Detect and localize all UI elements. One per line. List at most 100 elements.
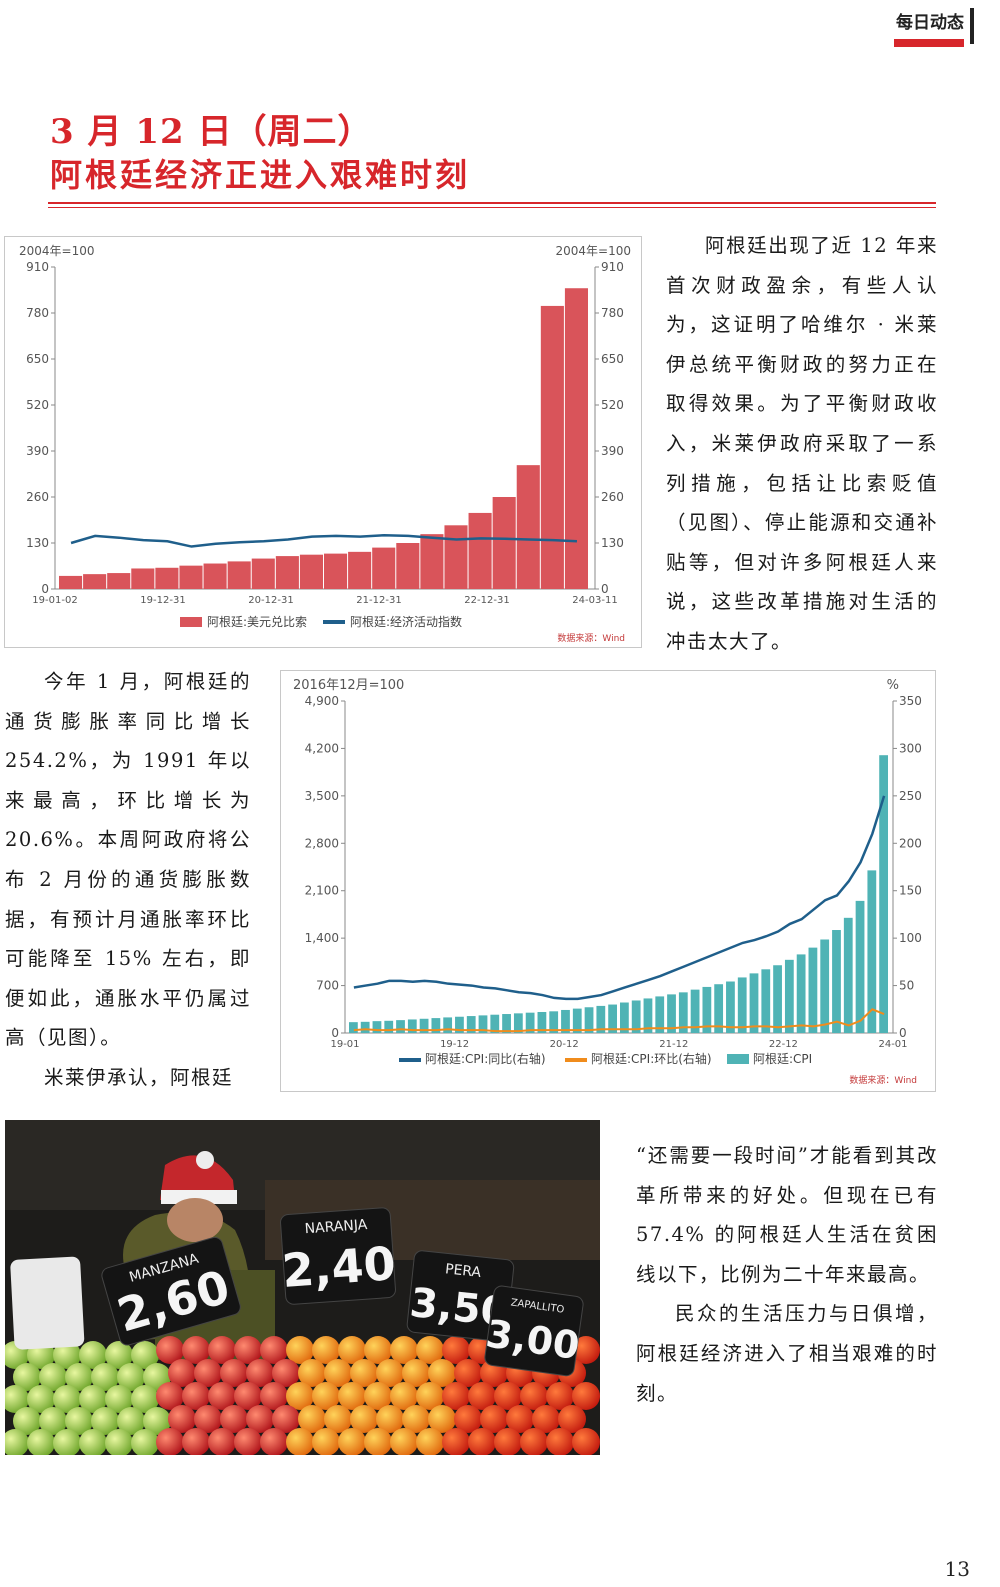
bar-cpi (879, 755, 888, 1033)
ytick-right-label: 780 (601, 306, 624, 320)
bar-cpi (572, 1008, 582, 1033)
ytick-right-label: 390 (601, 444, 624, 458)
bar-cpi (784, 959, 794, 1033)
bar-cpi (643, 998, 653, 1033)
line-cpi-yoy (353, 795, 886, 1001)
ytick-left-label: 260 (26, 490, 49, 504)
green-apple (27, 1429, 55, 1455)
axis-title-left: 2016年12月=100 (293, 678, 404, 693)
green-apple (79, 1429, 107, 1455)
bar-usd-ars (83, 574, 107, 589)
green-apple (39, 1363, 67, 1391)
bar-cpi (726, 981, 735, 1033)
fruit (234, 1382, 262, 1410)
section-tag: 每日动态 (894, 8, 974, 47)
green-apple (39, 1407, 67, 1435)
bar-cpi (773, 965, 782, 1033)
date-title: 3 月 12 日（周二） (50, 112, 373, 152)
svg-text:PERA: PERA (444, 1261, 482, 1281)
ytick-right-label: 350 (899, 694, 922, 708)
fruit (298, 1405, 326, 1433)
axis-title-left: 2004年=100 (19, 244, 95, 258)
green-apple (117, 1407, 145, 1435)
bar-usd-ars (420, 534, 444, 589)
bar-cpi (855, 900, 865, 1033)
xtick-label: 19-01-02 (32, 595, 77, 606)
paragraph-milei-admits: 米莱伊承认，阿根廷 (44, 1065, 234, 1089)
bar-usd-ars (203, 563, 227, 589)
green-apple (131, 1429, 159, 1455)
fruit (156, 1336, 184, 1364)
ytick-left-label: 3,500 (305, 789, 339, 803)
bar-cpi (761, 969, 771, 1033)
ytick-left-label: 780 (26, 306, 49, 320)
ytick-left-label: 700 (316, 979, 339, 993)
fruit (402, 1359, 430, 1387)
green-apple (13, 1407, 41, 1435)
green-apple (105, 1385, 133, 1413)
fruit (324, 1405, 352, 1433)
ytick-left-label: 4,200 (305, 741, 339, 755)
ytick-left-label: 2,100 (305, 884, 339, 898)
title-rule-thick (48, 202, 936, 204)
fruit (220, 1405, 248, 1433)
paragraph-left: 今年 1 月，阿根廷的通货膨胀率同比增长 254.2%，为 1991 年以来最高… (5, 662, 251, 1098)
xtick-label: 24-01 (878, 1039, 907, 1050)
fruit (468, 1382, 496, 1410)
fruit (572, 1382, 600, 1410)
bar-cpi (820, 939, 830, 1033)
xtick-label: 19-01 (330, 1039, 359, 1050)
ytick-right-label: 150 (899, 884, 922, 898)
green-apple (131, 1385, 159, 1413)
bar-usd-ars (348, 551, 372, 589)
legend-label-yoy: 阿根廷:CPI:同比(右轴) (425, 1051, 546, 1066)
chart-cpi-svg: 2016年12月=100 % 0 700 1,400 2,100 2,800 3,500 4,2… (293, 678, 922, 1086)
fruit (350, 1405, 378, 1433)
fruit (416, 1336, 444, 1364)
fruit (286, 1382, 314, 1410)
xtick-label: 19-12-31 (140, 595, 185, 606)
ytick-left-label: 390 (26, 444, 49, 458)
legend-label-usd-ars: 阿根廷:美元兑比索 (207, 615, 307, 629)
fruit (182, 1428, 210, 1455)
bar-cpi (407, 1019, 417, 1033)
paragraph-inflation: 今年 1 月，阿根廷的通货膨胀率同比增长 254.2%，为 1991 年以来最高… (5, 670, 251, 1050)
bar-cpi (443, 1017, 453, 1033)
headline: 阿根廷经济正进入艰难时刻 (50, 156, 471, 194)
bar-cpi (808, 947, 818, 1033)
ytick-right-label: 300 (899, 741, 922, 755)
bar-cpi (431, 1018, 441, 1033)
legend-swatch-activity (323, 620, 345, 624)
bar-usd-ars (107, 573, 131, 589)
legend-label-mom: 阿根廷:CPI:环比(右轴) (591, 1051, 712, 1066)
ytick-left-label: 1,400 (305, 931, 339, 945)
fruit (220, 1359, 248, 1387)
bar-cpi (796, 954, 806, 1033)
fruit (246, 1405, 274, 1433)
ytick-left-label: 0 (41, 582, 49, 596)
bar-cpi (584, 1007, 594, 1033)
bar-usd-ars (179, 565, 203, 589)
bar-cpi (690, 989, 700, 1033)
fruit (428, 1359, 456, 1387)
fruit (506, 1405, 534, 1433)
bar-usd-ars (275, 556, 299, 589)
bar-cpi (537, 1011, 547, 1033)
green-apple (5, 1385, 29, 1413)
fruit (572, 1336, 600, 1364)
ytick-left-label: 520 (26, 398, 49, 412)
paragraph-poverty: “还需要一段时间”才能看到其改革所带来的好处。但现在已有 57.4% 的阿根廷人… (636, 1144, 938, 1286)
green-apple (13, 1363, 41, 1391)
bar-cpi (455, 1016, 464, 1033)
fruit (234, 1336, 262, 1364)
fruit (494, 1428, 522, 1455)
legend-swatch-cpi (727, 1054, 749, 1064)
green-apple (79, 1341, 107, 1369)
green-apple (27, 1385, 55, 1413)
axis-title-right: % (887, 678, 899, 693)
title-rule-thin (48, 207, 936, 208)
fruit (298, 1359, 326, 1387)
paragraph-bottom-right: “还需要一段时间”才能看到其改革所带来的好处。但现在已有 57.4% 的阿根廷人… (636, 1136, 938, 1413)
green-apple (117, 1363, 145, 1391)
bar-usd-ars (227, 561, 251, 589)
